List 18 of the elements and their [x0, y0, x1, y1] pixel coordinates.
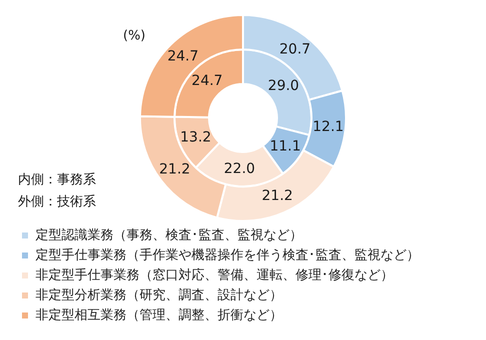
legend-label: 非定型分析業務（研究、調査、設計など） [36, 288, 282, 303]
text: 外側：技術系 [18, 194, 96, 210]
data-label: 12.1 [312, 119, 344, 136]
text: (%) [123, 28, 146, 44]
data-label: 22.0 [224, 160, 256, 177]
data-label: 29.0 [268, 78, 300, 94]
data-label: 20.7 [279, 41, 311, 58]
data-label: 21.2 [159, 161, 190, 178]
legend-label: 定型手仕事業務（手作業や機器操作を伴う検査･監査、監視など） [36, 248, 420, 263]
data-label: 21.2 [262, 188, 293, 204]
data-label: 24.7 [167, 48, 198, 64]
legend-label: 定型認識業務（事務、検査･監査、監視など） [36, 228, 302, 243]
legend-label: 非定型相互業務（管理、調整、折衝など） [36, 308, 282, 323]
legend-label: 非定型手仕事業務（窓口対応、警備、運転、修理･修復など） [36, 266, 394, 283]
text: 内側：事務系 [18, 172, 96, 188]
data-label: 24.7 [192, 73, 223, 90]
data-label: 11.1 [270, 138, 301, 155]
data-label: 13.2 [180, 129, 212, 146]
